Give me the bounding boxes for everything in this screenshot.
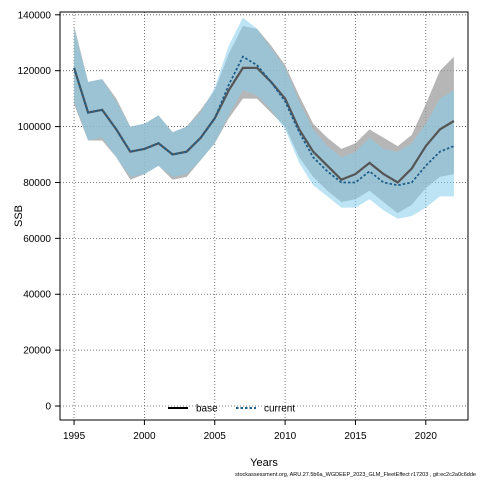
bands <box>74 17 454 219</box>
y-tick-label-5: 100000 <box>18 122 52 133</box>
x-tick-label-2: 2005 <box>204 431 227 442</box>
y-tick-label-7: 140000 <box>18 10 52 21</box>
x-tick-label-3: 2010 <box>274 431 297 442</box>
plot-frame <box>59 11 469 421</box>
footnote: stockassessment.org, ARU.27.5b6a_WGDEEP_… <box>235 472 476 478</box>
y-tick-label-1: 20000 <box>23 346 51 357</box>
band-current <box>74 17 454 219</box>
y-tick-label-6: 120000 <box>18 66 52 77</box>
y-tick-label-0: 0 <box>45 402 51 413</box>
y-tick-label-3: 60000 <box>23 234 51 245</box>
y-tick-label-2: 40000 <box>23 290 51 301</box>
legend-label-current: current <box>264 404 295 415</box>
grid <box>60 12 468 420</box>
x-tick-label-0: 1995 <box>63 431 86 442</box>
legend-label-base: base <box>196 404 218 415</box>
x-axis: 1995 2000 2005 2010 2015 2020 <box>63 420 437 442</box>
x-tick-label-1: 2000 <box>133 431 156 442</box>
y-axis: 0 20000 40000 60000 80000 100000 120000 140000 <box>18 10 60 413</box>
x-tick-label-5: 2020 <box>415 431 438 442</box>
x-tick-label-4: 2015 <box>344 431 367 442</box>
y-tick-label-4: 80000 <box>23 178 51 189</box>
lines <box>73 55 455 187</box>
x-axis-title: Years <box>250 457 278 469</box>
y-axis-title: SSB <box>13 205 25 227</box>
line-current <box>73 55 455 187</box>
legend: base current <box>168 404 295 415</box>
